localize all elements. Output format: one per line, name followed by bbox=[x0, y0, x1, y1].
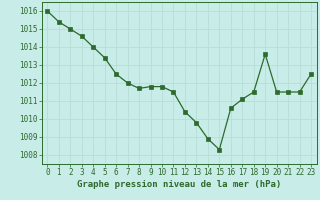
X-axis label: Graphe pression niveau de la mer (hPa): Graphe pression niveau de la mer (hPa) bbox=[77, 180, 281, 189]
